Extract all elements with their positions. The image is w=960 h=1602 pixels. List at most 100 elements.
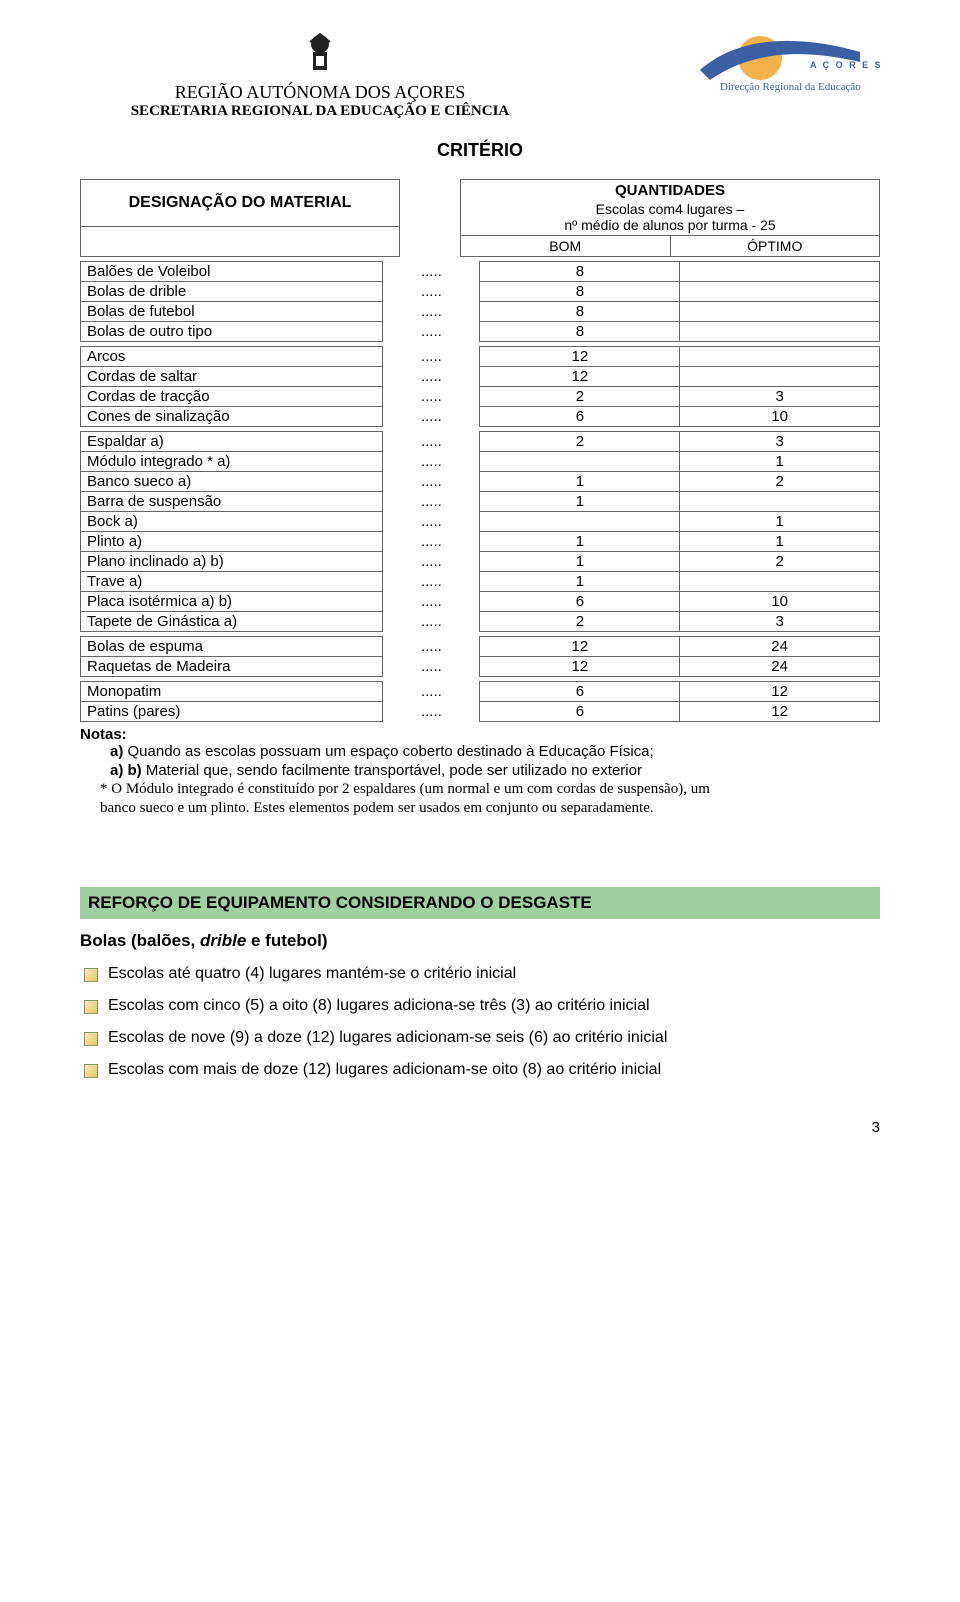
bom-value: 1: [480, 572, 680, 592]
bullet-text: Escolas com mais de doze (12) lugares ad…: [108, 1061, 661, 1079]
header-left: REGIÃO AUTÓNOMA DOS AÇORES SECRETARIA RE…: [80, 30, 560, 120]
material-group-table: Bolas de espuma.....1224Raquetas de Made…: [80, 636, 880, 677]
table-row: Bolas de futebol.....8: [81, 302, 880, 322]
page-number: 3: [80, 1119, 880, 1136]
optimo-value: 10: [680, 592, 880, 612]
material-label: Monopatim: [81, 682, 383, 702]
dots-cell: .....: [383, 492, 480, 512]
optimo-value: [680, 572, 880, 592]
optimo-value: 24: [680, 637, 880, 657]
bom-value: 1: [480, 552, 680, 572]
bullet-icon: [84, 1000, 98, 1014]
table-row: Espaldar a).....23: [81, 432, 880, 452]
optimo-value: 10: [680, 407, 880, 427]
bolas-suffix: e futebol): [246, 931, 327, 950]
material-label: Tapete de Ginástica a): [81, 612, 383, 632]
list-item: Escolas com cinco (5) a oito (8) lugares…: [84, 997, 880, 1015]
svg-text:A Ç O R E S: A Ç O R E S: [810, 60, 880, 70]
table-row: Cones de sinalização.....610: [81, 407, 880, 427]
document-header: REGIÃO AUTÓNOMA DOS AÇORES SECRETARIA RE…: [80, 30, 880, 120]
material-label: Bolas de espuma: [81, 637, 383, 657]
bom-value: 12: [480, 367, 680, 387]
table-row: Plano inclinado a) b).....12: [81, 552, 880, 572]
notes-title: Notas:: [80, 726, 127, 743]
dots-cell: .....: [383, 657, 480, 677]
optimo-value: 3: [680, 612, 880, 632]
bom-value: 6: [480, 592, 680, 612]
designacao-box: DESIGNAÇÃO DO MATERIAL: [80, 179, 400, 257]
table-row: Banco sueco a).....12: [81, 472, 880, 492]
note-ab: a) b) Material que, sendo facilmente tra…: [110, 762, 880, 779]
notes-block: Notas: a) Quando as escolas possuam um e…: [80, 726, 880, 817]
bom-value: 1: [480, 492, 680, 512]
optimo-value: 12: [680, 702, 880, 722]
region-name: REGIÃO AUTÓNOMA DOS AÇORES: [175, 82, 466, 103]
direccao-logo-icon: A Ç O R E S Direcção Regional da Educaçã…: [680, 30, 880, 100]
material-label: Banco sueco a): [81, 472, 383, 492]
table-row: Plinto a).....11: [81, 532, 880, 552]
quantidades-box: QUANTIDADES Escolas com4 lugares – nº mé…: [460, 179, 880, 257]
quant-sub-line2: nº médio de alunos por turma - 25: [564, 217, 775, 233]
dots-cell: .....: [383, 472, 480, 492]
material-label: Arcos: [81, 347, 383, 367]
material-label: Cones de sinalização: [81, 407, 383, 427]
bom-value: 12: [480, 637, 680, 657]
optimo-value: 24: [680, 657, 880, 677]
dots-cell: .....: [383, 512, 480, 532]
material-label: Patins (pares): [81, 702, 383, 722]
table-row: Bock a).....1: [81, 512, 880, 532]
optimo-value: 3: [680, 432, 880, 452]
optimo-value: [680, 347, 880, 367]
table-row: Raquetas de Madeira.....1224: [81, 657, 880, 677]
bom-value: 12: [480, 657, 680, 677]
dots-cell: .....: [383, 552, 480, 572]
bom-value: 2: [480, 432, 680, 452]
table-row: Cordas de tracção.....23: [81, 387, 880, 407]
bom-value: 12: [480, 347, 680, 367]
material-label: Barra de suspensão: [81, 492, 383, 512]
material-label: Trave a): [81, 572, 383, 592]
bom-value: 2: [480, 612, 680, 632]
dots-cell: .....: [383, 637, 480, 657]
list-item: Escolas até quatro (4) lugares mantém-se…: [84, 965, 880, 983]
table-row: Bolas de espuma.....1224: [81, 637, 880, 657]
bom-value: [480, 452, 680, 472]
quant-subtitle: Escolas com4 lugares – nº médio de aluno…: [461, 201, 879, 236]
bolas-prefix: Bolas (balões,: [80, 931, 200, 950]
quant-columns: BOM ÓPTIMO: [461, 236, 879, 256]
materials-tables: Balões de Voleibol.....8Bolas de drible.…: [80, 261, 880, 722]
dots-cell: .....: [383, 432, 480, 452]
table-row: Cordas de saltar.....12: [81, 367, 880, 387]
material-label: Módulo integrado * a): [81, 452, 383, 472]
bullet-icon: [84, 968, 98, 982]
bullet-text: Escolas de nove (9) a doze (12) lugares …: [108, 1029, 667, 1047]
optimo-value: [680, 492, 880, 512]
material-group-table: Balões de Voleibol.....8Bolas de drible.…: [80, 261, 880, 342]
material-label: Plinto a): [81, 532, 383, 552]
table-row: Patins (pares).....612: [81, 702, 880, 722]
bom-value: 8: [480, 322, 680, 342]
note-star-line1: * O Módulo integrado é constituído por 2…: [100, 781, 880, 798]
dots-cell: .....: [383, 367, 480, 387]
optimo-value: 1: [680, 532, 880, 552]
quant-title: QUANTIDADES: [461, 180, 879, 201]
section-title: CRITÉRIO: [80, 140, 880, 161]
table-row: Arcos.....12: [81, 347, 880, 367]
bullet-icon: [84, 1064, 98, 1078]
table-row: Barra de suspensão.....1: [81, 492, 880, 512]
table-row: Tapete de Ginástica a).....23: [81, 612, 880, 632]
optimo-value: [680, 282, 880, 302]
bom-value: 6: [480, 702, 680, 722]
dots-cell: .....: [383, 387, 480, 407]
note-a: a) Quando as escolas possuam um espaço c…: [110, 743, 880, 760]
optimo-value: 3: [680, 387, 880, 407]
material-label: Balões de Voleibol: [81, 262, 383, 282]
optimo-value: 2: [680, 472, 880, 492]
dots-cell: .....: [383, 612, 480, 632]
national-emblem-icon: [300, 30, 340, 78]
dots-cell: .....: [383, 347, 480, 367]
list-item: Escolas de nove (9) a doze (12) lugares …: [84, 1029, 880, 1047]
table-row: Módulo integrado * a).....1: [81, 452, 880, 472]
list-item: Escolas com mais de doze (12) lugares ad…: [84, 1061, 880, 1079]
empty-cell: [81, 227, 399, 247]
